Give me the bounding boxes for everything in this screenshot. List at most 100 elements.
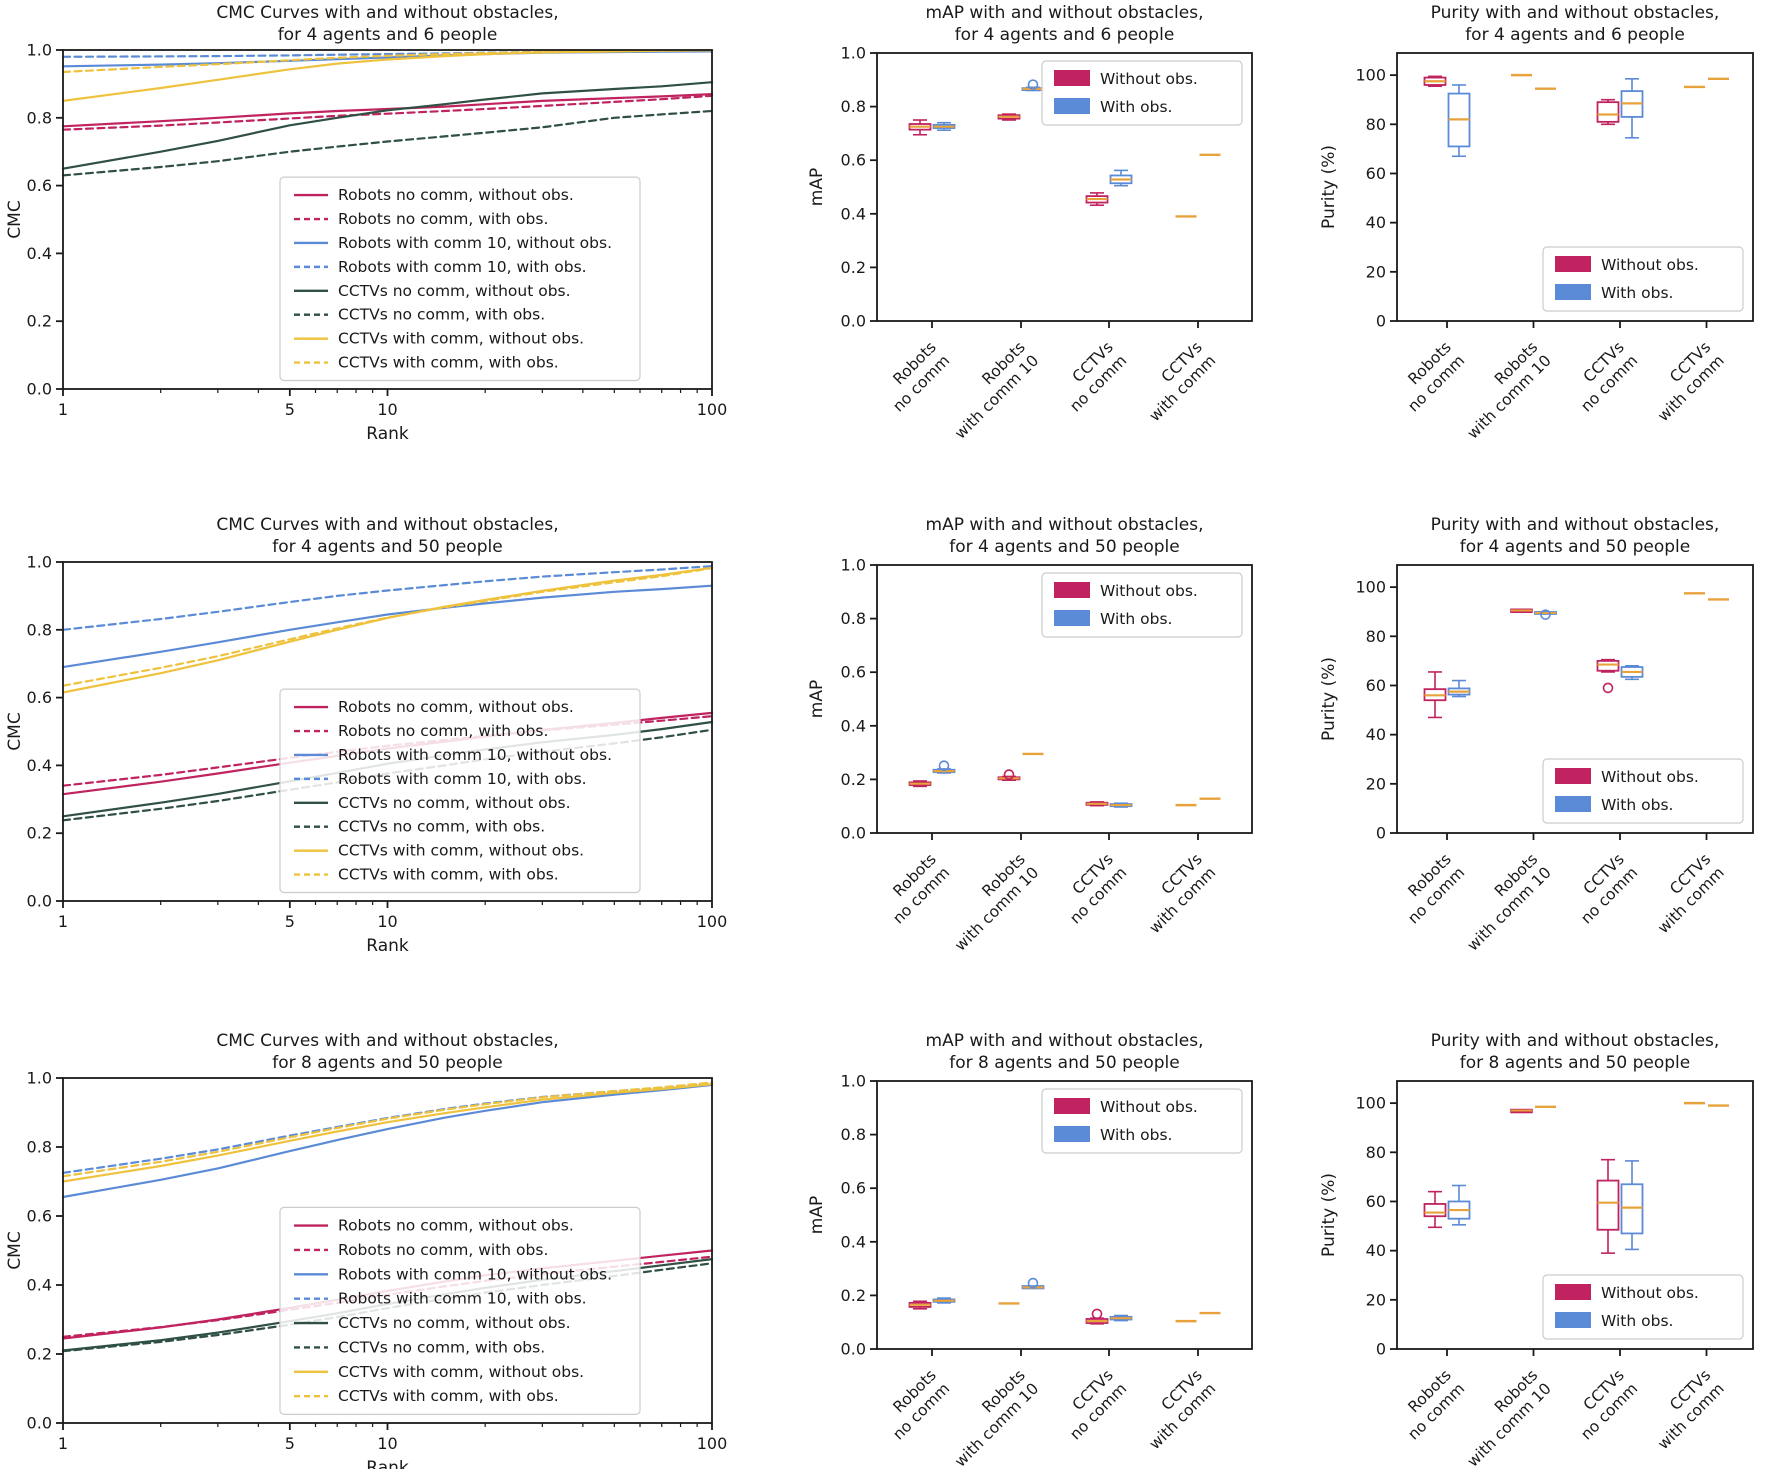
legend-patch [1555,796,1591,812]
y-tick-label: 0.8 [27,620,52,639]
legend-item-label: Robots with comm 10, without obs. [338,746,612,764]
y-tick-label: 0.4 [27,756,52,775]
category-label: CCTVswith comm [1132,1366,1219,1453]
y-axis-label: CMC [5,200,25,238]
y-axis-label: Purity (%) [1319,1173,1339,1257]
axes-frame [876,52,1253,322]
chart-title-line1: CMC Curves with and without obstacles, [216,1031,558,1051]
legend-item-label: Robots with comm 10, with obs. [338,1290,587,1308]
legend-box [1041,572,1243,638]
legend-box [279,176,641,382]
category-label: CCTVswith comm [1641,1366,1728,1453]
y-axis-label: Purity (%) [1319,657,1339,741]
legend-box [1041,1088,1243,1154]
y-tick-label: 0.8 [27,1138,52,1157]
box-rect [1596,1179,1620,1231]
axes-frame [876,1080,1253,1350]
y-tick-label: 20 [1366,1290,1386,1309]
legend-item-label: Robots with comm 10, without obs. [338,234,612,252]
x-axis-label: Rank [366,1458,409,1469]
axes-frame [1396,564,1754,834]
legend-item-label: CCTVs with comm, with obs. [338,354,559,372]
legend-patch [1054,70,1090,86]
chart-title-line1: Purity with and without obstacles, [1431,515,1720,535]
series-line-4 [61,81,714,170]
y-tick-label: 40 [1366,725,1386,744]
legend-patch [1555,1312,1591,1328]
legend-box [1041,60,1243,126]
y-axis-label: mAP [807,1196,827,1234]
legend-item-label: CCTVs with comm, with obs. [338,1387,559,1405]
series-line-6 [61,1083,714,1183]
legend-box [1542,1274,1744,1340]
series-line-7 [61,566,714,687]
chart-title-line2: for 4 agents and 6 people [955,25,1175,45]
x-tick-label: 5 [285,400,295,419]
chart-title-line2: for 8 agents and 50 people [949,1053,1179,1073]
legend-item-label: Without obs. [1100,582,1198,600]
legend-item-label: Without obs. [1100,1098,1198,1116]
box-rect [1596,659,1620,672]
y-tick-label: 1.0 [27,1069,52,1088]
category-label: CCTVswith comm [1132,338,1219,425]
y-tick-label: 0.8 [27,108,52,127]
legend-item-label: Robots no comm, with obs. [338,210,548,228]
y-tick-label: 0.4 [841,204,866,223]
y-tick-label: 0.2 [27,824,52,843]
series-line-5 [61,109,714,177]
x-tick-label: 100 [697,400,728,419]
y-tick-label: 0.8 [841,1125,866,1144]
legend-patch [1054,1098,1090,1114]
y-tick-label: 0 [1376,824,1386,843]
legend-item-label: With obs. [1601,1312,1673,1330]
legend-item-label: Robots no comm, without obs. [338,1217,574,1235]
y-tick-label: 1.0 [27,553,52,572]
series-line-7 [61,49,714,74]
legend-patch [1054,582,1090,598]
series-line-6 [61,566,714,694]
y-tick-label: 60 [1366,676,1386,695]
y-tick-label: 100 [1355,1094,1386,1113]
y-tick-label: 0.6 [27,688,52,707]
y-tick-label: 0 [1376,312,1386,331]
category-label: Robotswith comm 10 [938,1366,1042,1469]
y-tick-label: 100 [1355,578,1386,597]
legend-item-label: Without obs. [1100,70,1198,88]
chart-title-line2: for 4 agents and 6 people [278,25,498,45]
category-label: CCTVswith comm [1132,850,1219,937]
category-label: Robotsno comm [1391,1366,1468,1443]
x-tick-label: 10 [377,912,397,931]
y-tick-label: 1.0 [841,44,866,63]
legend-item-label: CCTVs no comm, with obs. [338,1338,545,1356]
axes-frame [62,561,713,902]
legend-patch [1054,610,1090,626]
chart-title-line1: Purity with and without obstacles, [1431,1031,1720,1051]
legend-item-label: Robots no comm, without obs. [338,698,574,716]
category-label: CCTVsno comm [1564,850,1641,927]
legend-item-label: CCTVs with comm, without obs. [338,330,584,348]
axes-frame [62,1077,713,1424]
y-tick-label: 0.6 [841,1179,866,1198]
map-chart-row0: mAP with and without obstacles,for 4 age… [807,3,1253,443]
y-tick-label: 0.6 [27,1207,52,1226]
category-label: Robotsno comm [1391,850,1468,927]
y-tick-label: 40 [1366,213,1386,232]
x-axis-label: Rank [366,424,409,444]
box-rect [1596,101,1620,123]
axes-frame [1396,1080,1754,1350]
y-tick-label: 80 [1366,627,1386,646]
category-label: CCTVswith comm [1641,338,1728,425]
y-tick-label: 0.0 [27,1414,52,1433]
box-outlier [1003,769,1015,780]
cmc-chart-row2: CMC Curves with and without obstacles,fo… [5,1031,727,1473]
legend-box [1542,246,1744,312]
y-axis-label: CMC [5,1231,25,1269]
y-tick-label: 0.6 [841,151,866,170]
category-label: Robotsno comm [876,1366,953,1443]
series-line-3 [61,564,714,631]
x-tick-label: 5 [285,1434,295,1453]
legend-item-label: Robots no comm, with obs. [338,1241,548,1259]
legend-patch [1555,256,1591,272]
x-tick-label: 100 [697,912,728,931]
